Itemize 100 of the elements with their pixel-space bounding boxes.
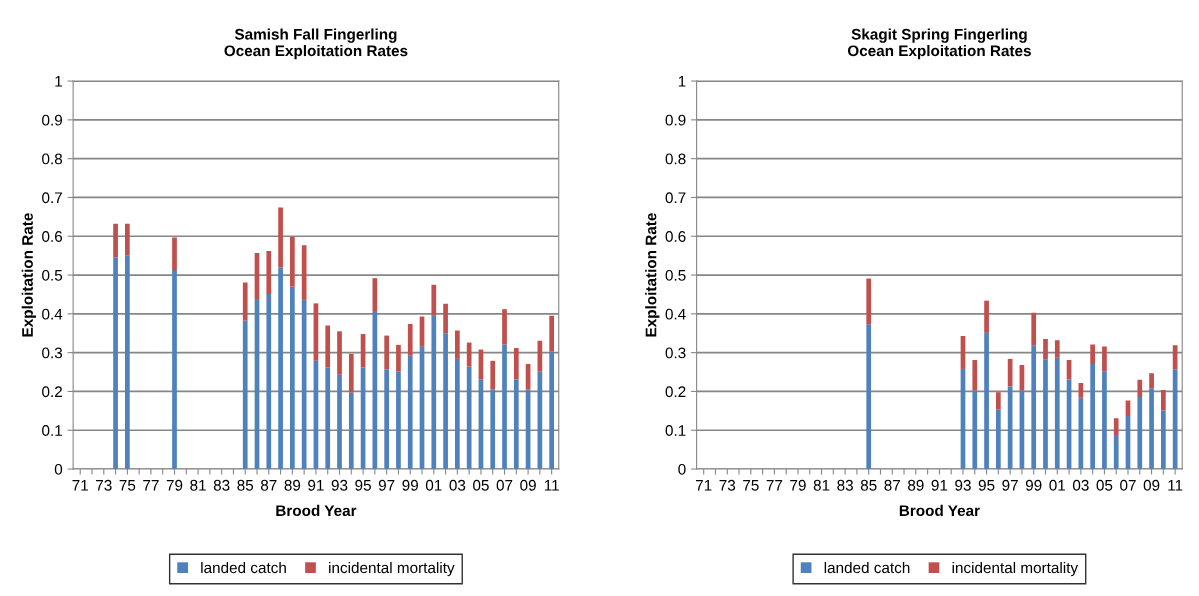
bar	[866, 278, 872, 325]
bar	[513, 348, 519, 380]
bar	[384, 335, 390, 370]
x-tick-label: 07	[1120, 479, 1136, 491]
bar	[266, 294, 272, 470]
y-axis-title: Exploitation Rate	[645, 213, 660, 337]
y-tick-label: 0.8	[42, 153, 63, 165]
y-tick-label: 0.1	[665, 425, 686, 436]
bar	[455, 358, 460, 470]
bar	[242, 320, 248, 470]
x-tick-label: 97	[1002, 479, 1018, 491]
x-tick-label: 99	[1025, 479, 1042, 491]
bar	[1137, 396, 1143, 470]
y-tick-label: 0.2	[42, 386, 62, 398]
y-tick-label: 1	[678, 76, 686, 87]
bar	[1149, 373, 1154, 389]
bar	[1113, 418, 1119, 435]
bar	[1078, 397, 1084, 470]
bar	[384, 369, 390, 470]
bar	[1102, 371, 1107, 470]
bar	[172, 237, 177, 271]
x-tick-label: 83	[213, 479, 230, 491]
bar	[407, 323, 413, 356]
bar	[513, 379, 519, 470]
x-axis-title: Brood Year	[276, 504, 357, 517]
bar	[866, 324, 872, 470]
x-tick-label: 91	[931, 479, 948, 491]
x-tick-label: 03	[449, 479, 466, 491]
x-tick-label: 93	[955, 479, 971, 491]
y-tick-label: 0.6	[42, 231, 63, 242]
y-tick-label: 0.3	[42, 347, 63, 359]
bar	[1137, 379, 1143, 397]
bar	[337, 374, 342, 470]
x-tick-label: 87	[260, 479, 277, 491]
y-tick-label: 0.6	[665, 231, 686, 242]
x-tick-label: 93	[331, 479, 348, 491]
y-tick-label: 1	[55, 76, 62, 87]
x-tick-label: 85	[860, 479, 877, 491]
bar	[1161, 389, 1166, 411]
y-tick-label: 0.5	[42, 269, 63, 281]
x-tick-label: 85	[237, 479, 254, 491]
bar	[1090, 363, 1095, 470]
y-tick-label: 0	[678, 463, 686, 475]
bar	[502, 344, 507, 470]
y-tick-label: 0.5	[665, 269, 686, 281]
y-tick-label: 0.7	[665, 192, 686, 204]
x-tick-label: 79	[790, 479, 806, 491]
x-tick-label: 11	[544, 480, 559, 491]
y-tick-label: 0.2	[665, 386, 686, 398]
bar	[1031, 345, 1037, 470]
bar	[984, 332, 989, 470]
bar	[125, 223, 130, 256]
bar	[396, 371, 401, 470]
legend-label: incidental mortality	[329, 561, 455, 577]
bar	[290, 237, 295, 287]
y-tick-label: 0.1	[42, 425, 62, 436]
bar	[431, 284, 437, 316]
x-tick-label: 95	[978, 479, 995, 491]
bar	[549, 351, 555, 470]
x-tick-label: 11	[1168, 480, 1183, 491]
y-tick-label: 0.3	[665, 347, 686, 359]
x-tick-label: 91	[308, 479, 324, 491]
bar	[1161, 410, 1166, 470]
x-tick-label: 79	[166, 479, 183, 491]
bar	[1054, 357, 1060, 470]
bar	[290, 286, 295, 470]
bar	[1054, 340, 1060, 358]
bar	[348, 392, 354, 470]
legend-label: landed catch	[201, 561, 286, 574]
x-tick-label: 87	[884, 479, 900, 491]
bar	[325, 367, 331, 470]
bar	[443, 303, 448, 334]
bar	[301, 299, 307, 470]
y-tick-label: 0	[54, 463, 63, 475]
bar	[1031, 312, 1037, 346]
bar	[266, 251, 272, 295]
bar	[242, 282, 248, 321]
x-tick-label: 09	[1143, 479, 1160, 491]
x-tick-label: 89	[908, 479, 924, 491]
x-tick-label: 71	[72, 480, 88, 491]
x-tick-label: 99	[402, 479, 418, 491]
legend-label: landed catch	[824, 561, 910, 574]
bar	[1090, 344, 1095, 364]
x-tick-label: 03	[1072, 479, 1089, 491]
x-tick-label: 01	[425, 479, 442, 491]
bar	[972, 390, 978, 470]
bar	[466, 342, 472, 367]
bar	[972, 360, 978, 391]
y-tick-label: 0.9	[42, 114, 62, 126]
bar	[1102, 346, 1107, 372]
y-axis-title: Exploitation Rate	[21, 213, 36, 337]
bar	[1113, 434, 1119, 470]
x-tick-label: 05	[473, 479, 489, 491]
bar	[125, 255, 130, 470]
bar	[1078, 382, 1084, 398]
x-tick-label: 81	[813, 479, 830, 491]
x-tick-label: 89	[284, 479, 301, 491]
bar	[172, 270, 177, 470]
bar	[348, 353, 354, 393]
y-tick-label: 0.4	[665, 308, 686, 320]
